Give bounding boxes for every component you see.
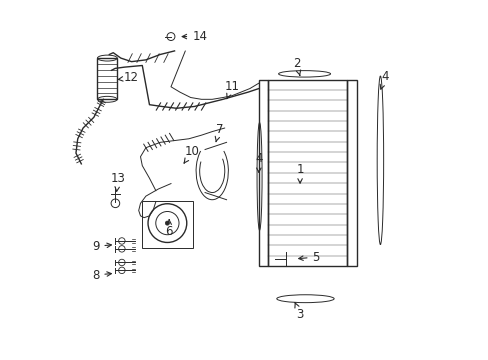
Text: 12: 12 [118, 71, 139, 84]
Text: 4: 4 [379, 69, 388, 89]
Text: 7: 7 [215, 123, 223, 142]
Text: 9: 9 [92, 240, 111, 253]
Text: 2: 2 [292, 57, 300, 76]
Text: 10: 10 [183, 145, 200, 163]
Bar [346, 80, 356, 266]
Text: 11: 11 [224, 80, 239, 99]
Text: 3: 3 [294, 302, 303, 321]
Bar [267, 80, 346, 266]
Bar [258, 80, 267, 266]
Text: 5: 5 [298, 251, 319, 264]
Text: 4: 4 [255, 152, 262, 172]
Bar [142, 201, 193, 248]
Text: 6: 6 [165, 220, 173, 238]
Bar [97, 58, 117, 99]
Text: 8: 8 [92, 269, 111, 282]
Text: 1: 1 [296, 163, 303, 183]
Text: 13: 13 [111, 172, 125, 191]
Circle shape [165, 221, 169, 225]
Text: 14: 14 [182, 30, 207, 43]
